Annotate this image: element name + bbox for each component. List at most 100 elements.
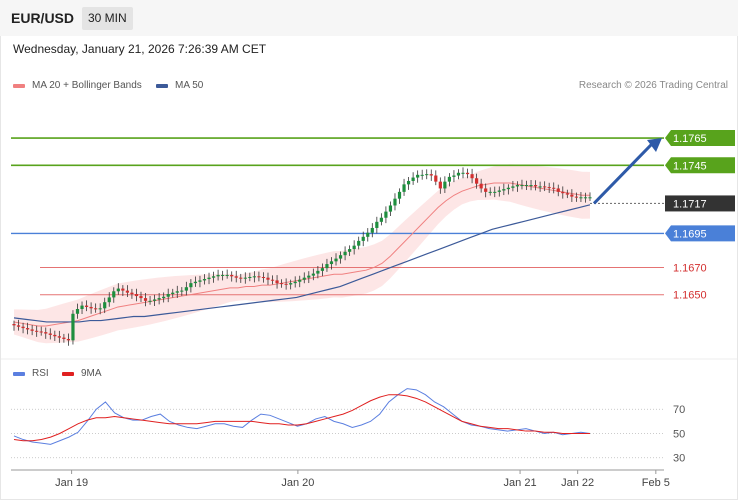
candle-body bbox=[162, 296, 166, 299]
candle-body bbox=[506, 187, 510, 190]
candle-body bbox=[556, 188, 560, 192]
rsi-tick-50: 50 bbox=[673, 428, 685, 440]
candle-body bbox=[184, 287, 188, 291]
candle-body bbox=[343, 251, 347, 256]
candle-body bbox=[565, 193, 569, 195]
candle-body bbox=[243, 277, 247, 279]
x-tick-label-Jan 22: Jan 22 bbox=[561, 477, 594, 489]
candle-body bbox=[402, 184, 406, 192]
candle-body bbox=[588, 197, 592, 199]
candle-body bbox=[103, 302, 107, 309]
candle-body bbox=[452, 175, 456, 177]
legend-swatch-ma50 bbox=[156, 83, 168, 88]
candle-body bbox=[338, 255, 343, 259]
candle-body bbox=[370, 227, 374, 233]
rsi-tick-30: 30 bbox=[673, 453, 685, 465]
candle-body bbox=[411, 177, 415, 181]
candle-body bbox=[12, 323, 16, 326]
candle-body bbox=[570, 194, 574, 197]
candle-body bbox=[221, 274, 225, 276]
candle-body bbox=[429, 174, 433, 176]
candle-body bbox=[416, 174, 420, 178]
candle-body bbox=[152, 299, 157, 301]
ma20-line bbox=[13, 182, 590, 327]
candle-body bbox=[375, 221, 379, 228]
candle-body bbox=[388, 205, 393, 212]
candle-body bbox=[456, 172, 461, 176]
pivot-label-1.1695: 1.1695 bbox=[673, 228, 707, 240]
timeframe-button[interactable]: 30 MIN bbox=[82, 7, 133, 30]
candle-body bbox=[234, 276, 238, 278]
legend-swatch-rsi-ma bbox=[62, 371, 74, 376]
candle-body bbox=[502, 189, 506, 191]
candle-body bbox=[80, 305, 84, 310]
candle-body bbox=[320, 268, 325, 271]
candle-body bbox=[348, 249, 352, 252]
symbol-label[interactable]: EUR/USD bbox=[11, 10, 75, 26]
candle-body bbox=[121, 288, 125, 291]
forecast-arrow-head bbox=[647, 138, 662, 153]
candle-body bbox=[497, 190, 501, 192]
x-tick-label-Jan 19: Jan 19 bbox=[55, 477, 88, 489]
candle-body bbox=[35, 330, 39, 332]
candle-body bbox=[479, 183, 483, 189]
candle-body bbox=[293, 281, 297, 284]
candle-body bbox=[307, 275, 311, 278]
candle-body bbox=[438, 181, 442, 189]
candle-body bbox=[397, 191, 402, 199]
resistance-tag-1.1745 bbox=[665, 157, 735, 174]
ma50-line bbox=[13, 204, 591, 323]
candle-body bbox=[239, 277, 243, 279]
candle-body bbox=[529, 185, 533, 187]
resistance-label-1.1745: 1.1745 bbox=[673, 160, 707, 172]
legend-swatch-ma20 bbox=[13, 83, 25, 88]
candle-body bbox=[252, 276, 256, 278]
candle-body bbox=[66, 338, 71, 341]
legend-label-rsi: RSI bbox=[32, 368, 49, 379]
candle-body bbox=[470, 174, 474, 179]
candle-body bbox=[275, 280, 279, 284]
candle-body bbox=[543, 186, 547, 188]
candle-body bbox=[53, 334, 57, 337]
candle-body bbox=[465, 172, 470, 175]
legend-ma50: MA 50 bbox=[156, 80, 203, 91]
credit-label: Research © 2026 Trading Central bbox=[578, 80, 728, 91]
candle-body bbox=[334, 258, 338, 262]
rsi-line bbox=[13, 388, 591, 445]
candle-body bbox=[16, 325, 21, 327]
candle-body bbox=[533, 185, 538, 187]
candle-body bbox=[561, 191, 565, 194]
candle-body bbox=[139, 296, 143, 299]
candle-body bbox=[443, 181, 447, 189]
candle-body bbox=[574, 196, 578, 198]
candle-body bbox=[44, 332, 48, 334]
candle-body bbox=[393, 198, 397, 206]
candle-body bbox=[71, 313, 75, 341]
candle-body bbox=[552, 187, 556, 189]
candle-body bbox=[166, 294, 170, 297]
legend-swatch-rsi bbox=[13, 371, 25, 376]
candle-body bbox=[180, 290, 184, 292]
candle-body bbox=[538, 186, 542, 188]
resistance-tag-1.1765 bbox=[665, 130, 735, 147]
candle-body bbox=[298, 279, 302, 282]
candle-body bbox=[125, 290, 129, 293]
candle-body bbox=[488, 191, 492, 193]
legend-rsi: RSI bbox=[13, 368, 49, 379]
pivot-tag-1.1695 bbox=[665, 225, 735, 242]
candle-body bbox=[84, 305, 89, 307]
candle-body bbox=[461, 172, 465, 174]
legend-ma20: MA 20 + Bollinger Bands bbox=[13, 80, 142, 91]
candle-body bbox=[447, 176, 452, 182]
candle-body bbox=[325, 264, 329, 269]
candle-body bbox=[175, 291, 179, 293]
candle-body bbox=[366, 232, 370, 237]
forecast-arrow-shaft bbox=[592, 139, 657, 205]
x-tick-label-Jan 21: Jan 21 bbox=[504, 477, 537, 489]
current-price-tag bbox=[665, 195, 735, 212]
candle-body bbox=[284, 283, 288, 285]
candle-body bbox=[289, 283, 293, 285]
candle-body bbox=[434, 175, 438, 182]
candle-body bbox=[406, 180, 411, 185]
